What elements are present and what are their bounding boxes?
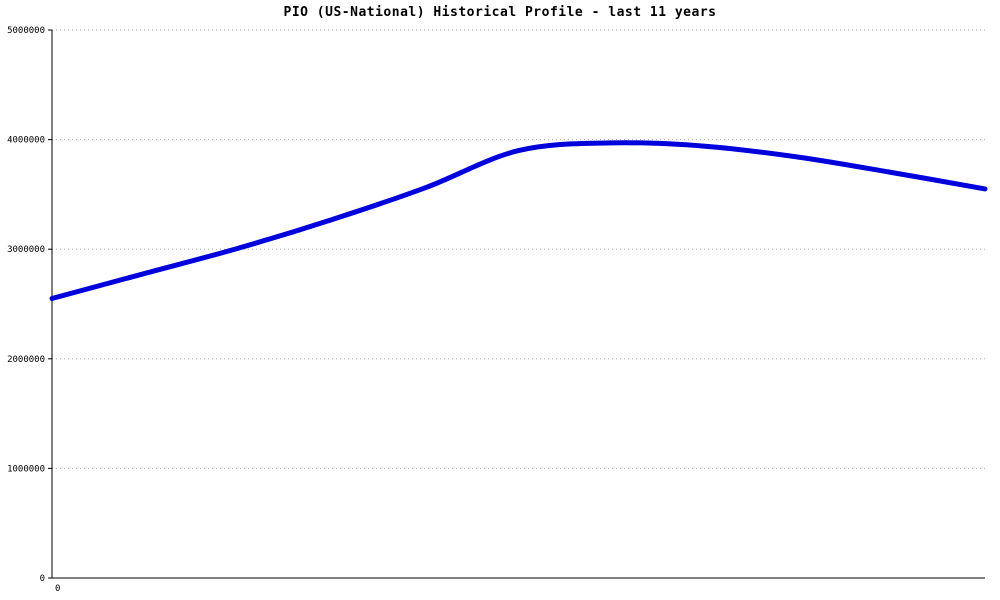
y-axis-tick-label: 5000000: [7, 26, 45, 36]
y-axis-tick-label: 4000000: [7, 136, 45, 146]
chart-title: PIO (US-National) Historical Profile - l…: [283, 5, 717, 20]
y-axis-tick-label: 3000000: [7, 245, 45, 255]
y-axis-tick-label: 1000000: [7, 464, 45, 474]
pio-series-line: [49, 140, 988, 302]
y-axis-tick-label: 2000000: [7, 355, 45, 365]
x-axis-tick-label: 0: [55, 584, 60, 594]
y-axis-tick-label: 0: [40, 574, 45, 584]
